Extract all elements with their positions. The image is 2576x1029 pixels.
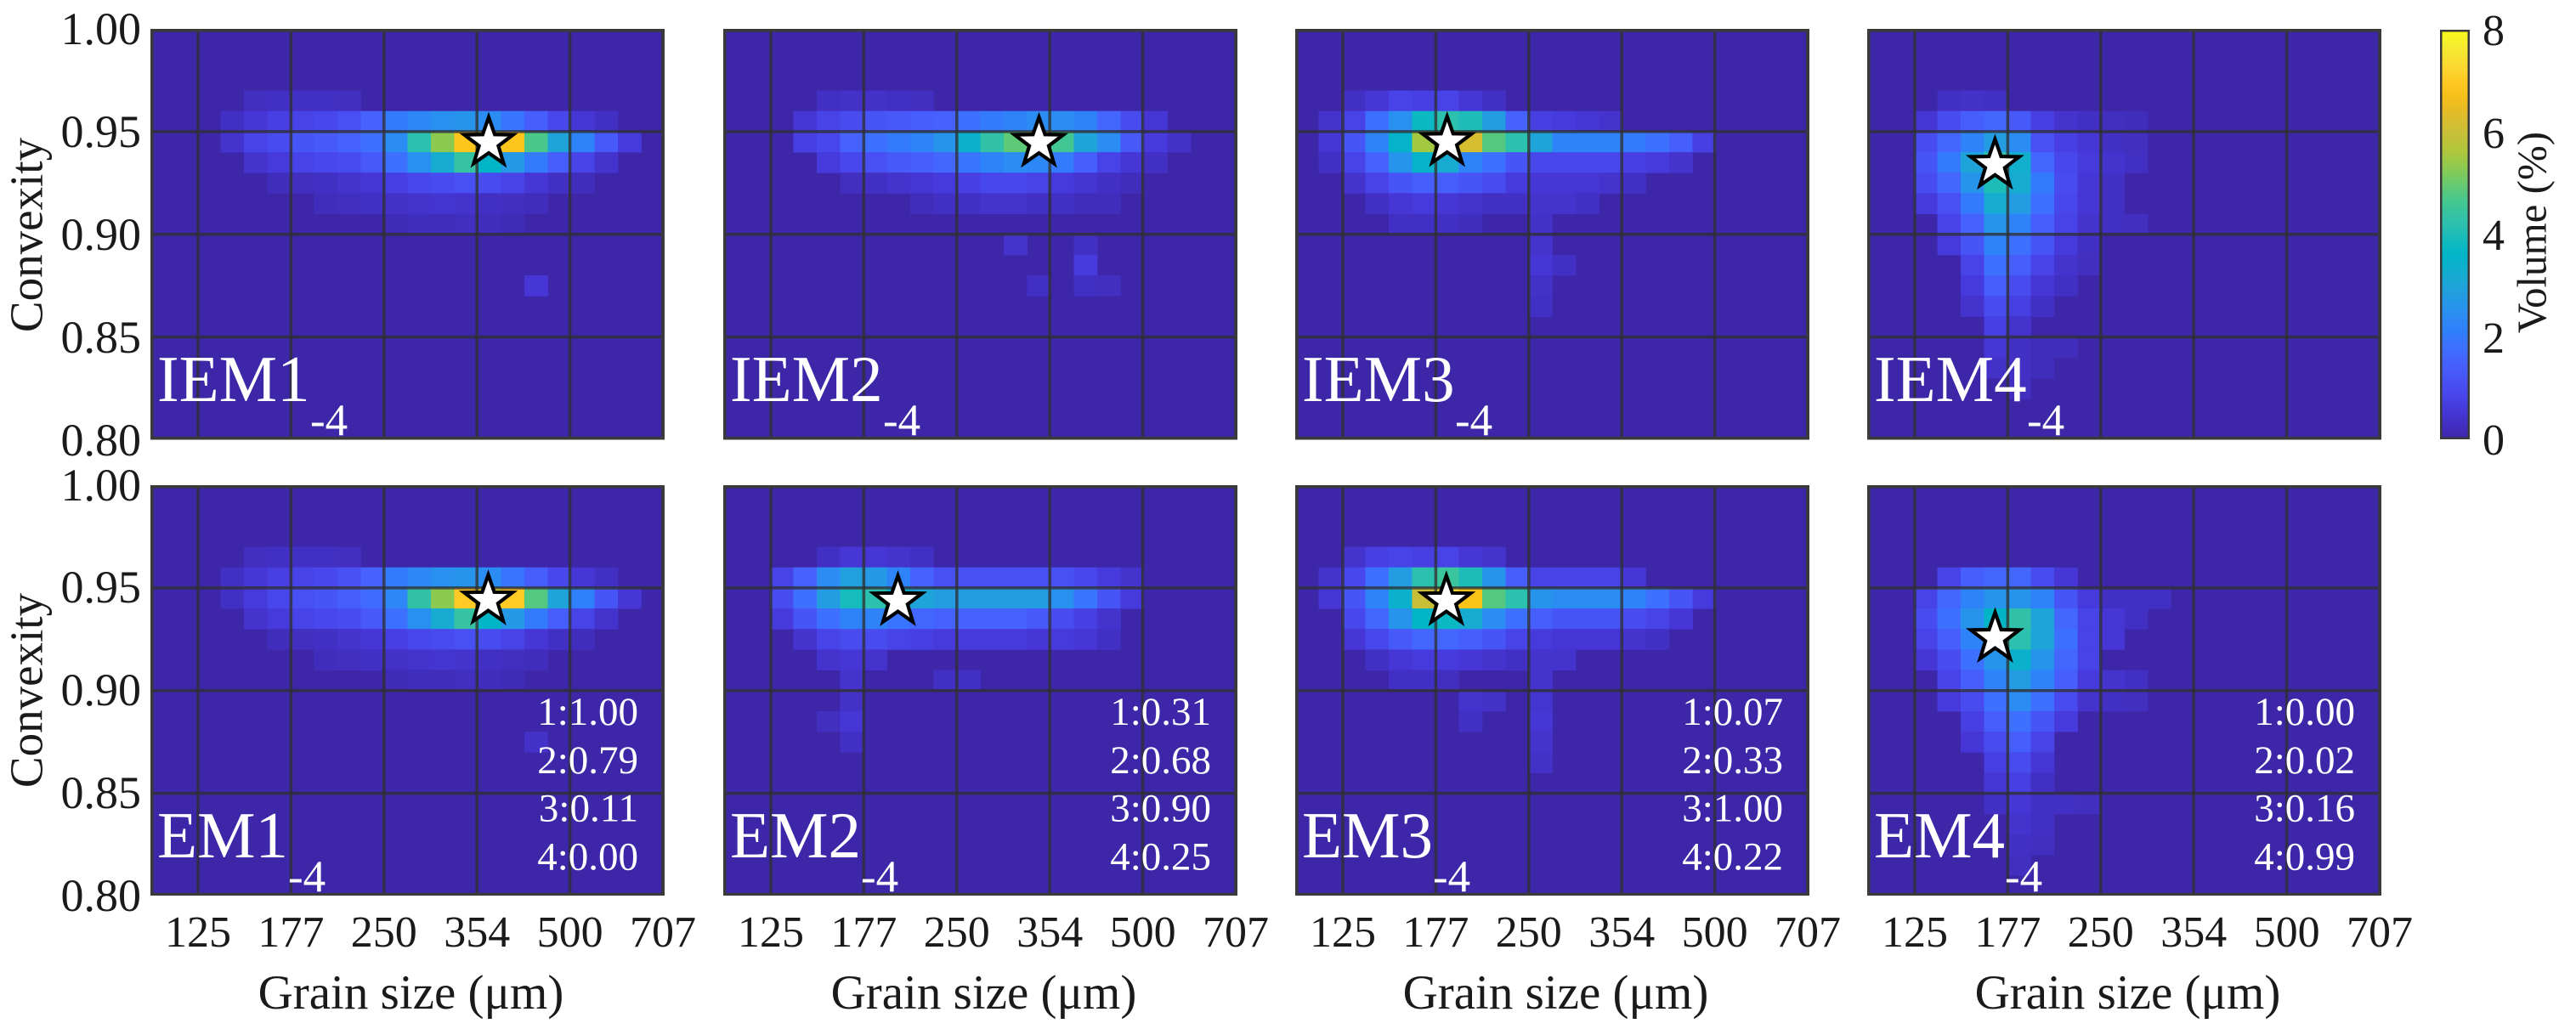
- svg-text:3:1.00: 3:1.00: [1682, 786, 1783, 830]
- svg-text:-4: -4: [310, 396, 348, 440]
- svg-text:IEM1: IEM1: [157, 342, 310, 416]
- svg-text:3:0.11: 3:0.11: [539, 786, 638, 830]
- svg-text:1:0.31: 1:0.31: [1110, 690, 1211, 734]
- svg-text:-4: -4: [288, 852, 326, 896]
- svg-text:-4: -4: [1433, 852, 1470, 896]
- svg-text:2:0.79: 2:0.79: [537, 738, 638, 782]
- svg-text:4:0.25: 4:0.25: [1110, 834, 1211, 879]
- svg-text:2:0.02: 2:0.02: [2254, 738, 2355, 782]
- svg-text:3:0.16: 3:0.16: [2254, 786, 2355, 830]
- svg-text:4:0.00: 4:0.00: [537, 834, 638, 879]
- svg-text:2:0.68: 2:0.68: [1110, 738, 1211, 782]
- svg-text:2:0.33: 2:0.33: [1682, 738, 1783, 782]
- svg-text:-4: -4: [1455, 396, 1492, 440]
- svg-text:1:1.00: 1:1.00: [537, 690, 638, 734]
- svg-text:4:0.22: 4:0.22: [1682, 834, 1783, 879]
- svg-text:EM4: EM4: [1874, 799, 2005, 872]
- svg-text:IEM4: IEM4: [1874, 342, 2027, 416]
- svg-text:EM1: EM1: [157, 799, 288, 872]
- svg-text:1:0.00: 1:0.00: [2254, 690, 2355, 734]
- svg-text:-4: -4: [2005, 852, 2042, 896]
- svg-text:EM2: EM2: [730, 799, 861, 872]
- svg-text:IEM3: IEM3: [1302, 342, 1455, 416]
- svg-text:-4: -4: [2027, 396, 2064, 440]
- svg-text:4:0.99: 4:0.99: [2254, 834, 2355, 879]
- svg-text:-4: -4: [883, 396, 920, 440]
- svg-text:3:0.90: 3:0.90: [1110, 786, 1211, 830]
- svg-text:-4: -4: [861, 852, 898, 896]
- svg-text:EM3: EM3: [1302, 799, 1433, 872]
- svg-text:1:0.07: 1:0.07: [1682, 690, 1783, 734]
- svg-text:IEM2: IEM2: [730, 342, 883, 416]
